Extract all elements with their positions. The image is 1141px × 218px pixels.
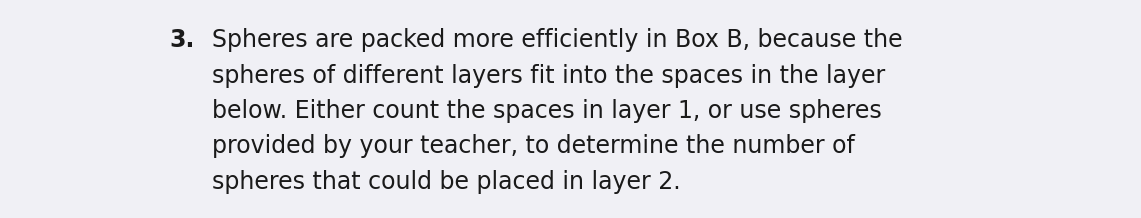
Text: spheres that could be placed in layer 2.: spheres that could be placed in layer 2.	[212, 170, 681, 194]
Text: below. Either count the spaces in layer 1, or use spheres: below. Either count the spaces in layer …	[212, 99, 882, 123]
Text: 3.: 3.	[170, 28, 195, 52]
Text: Spheres are packed more efficiently in Box B, because the: Spheres are packed more efficiently in B…	[212, 28, 903, 52]
Text: spheres of different layers fit into the spaces in the layer: spheres of different layers fit into the…	[212, 63, 885, 87]
Text: provided by your teacher, to determine the number of: provided by your teacher, to determine t…	[212, 135, 855, 158]
